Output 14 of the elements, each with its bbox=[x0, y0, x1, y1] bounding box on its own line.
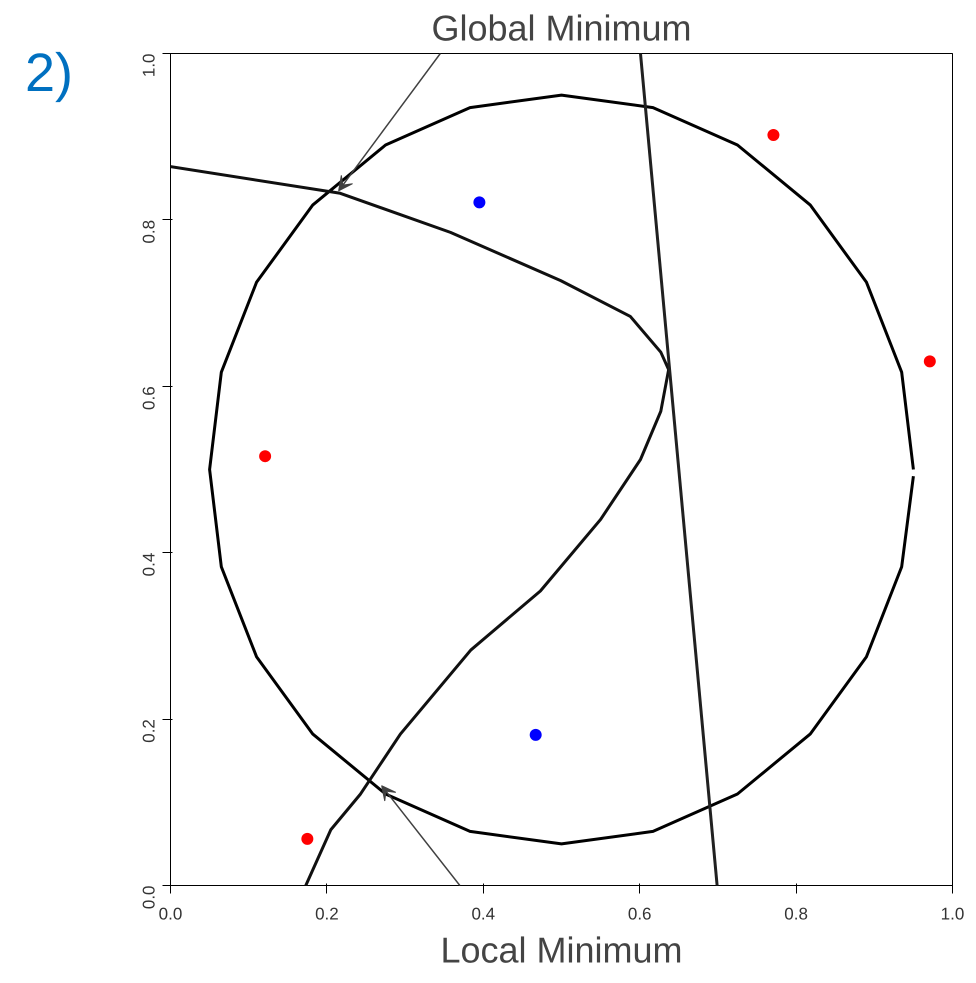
y-tick-label: 1.0 bbox=[140, 53, 158, 78]
y-tick-label: 0.2 bbox=[140, 719, 158, 743]
annotation: Local Minimum bbox=[440, 930, 683, 970]
x-tick-label: 0.8 bbox=[784, 904, 808, 924]
y-tick-label: 0.4 bbox=[140, 552, 158, 576]
chart-title: 2) bbox=[25, 42, 74, 105]
y-tick-label: 0.8 bbox=[140, 220, 158, 244]
x-tick-label: 0.6 bbox=[628, 904, 652, 924]
annotation: Global Minimum bbox=[431, 8, 692, 48]
x-tick-label: 1.0 bbox=[940, 904, 964, 924]
x-tick-label: 0.4 bbox=[471, 904, 496, 924]
y-tick-label: 0.6 bbox=[140, 386, 158, 410]
x-tick-label: 0.0 bbox=[158, 904, 182, 924]
x-tick-label: 0.2 bbox=[315, 904, 339, 924]
